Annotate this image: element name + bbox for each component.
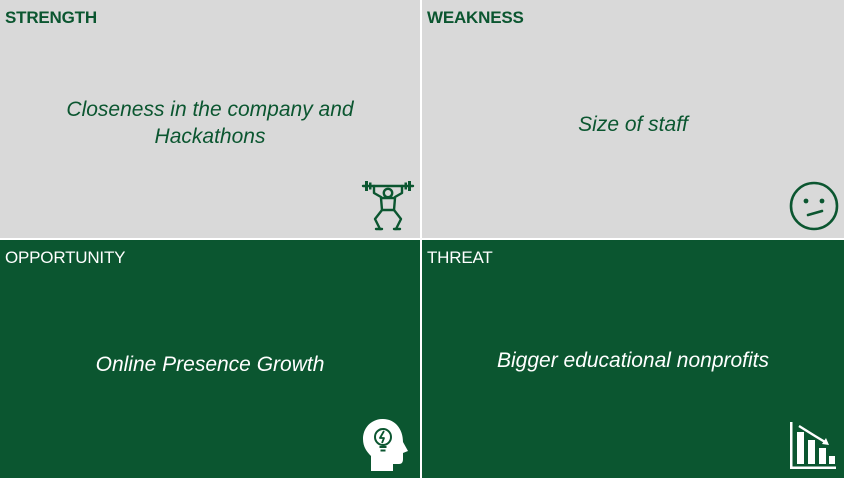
threat-text: Bigger educational nonprofits (496, 349, 769, 372)
strength-label: STRENGTH (5, 8, 97, 27)
threat-quadrant: THREAT Bigger educational nonprofits (422, 240, 844, 478)
opportunity-label: OPPORTUNITY (5, 248, 126, 267)
confused-face-icon (789, 181, 839, 231)
head-lightbulb-icon (363, 419, 408, 471)
weakness-label: WEAKNESS (427, 8, 524, 27)
declining-chart-icon (790, 422, 836, 469)
opportunity-text: Online Presence Growth (95, 353, 325, 376)
weightlifter-icon (361, 181, 415, 231)
strength-quadrant: STRENGTH Closeness in the company and Ha… (0, 0, 420, 238)
weakness-quadrant: WEAKNESS Size of staff (422, 0, 844, 238)
weakness-text: Size of staff (578, 113, 688, 136)
opportunity-quadrant: OPPORTUNITY Online Presence Growth (0, 240, 420, 478)
strength-text: Closeness in the company and Hackathons (66, 98, 354, 148)
threat-label: THREAT (427, 248, 493, 267)
